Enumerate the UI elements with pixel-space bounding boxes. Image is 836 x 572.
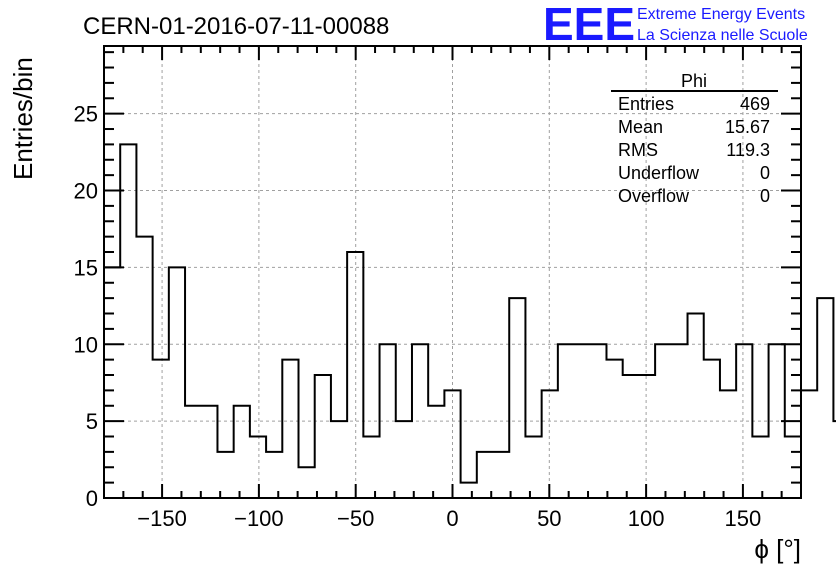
y-tick-label: 0 <box>86 486 98 511</box>
x-tick-label: 50 <box>537 506 561 531</box>
y-tick-label: 5 <box>86 409 98 434</box>
logo-mark: EEE <box>543 0 635 50</box>
histogram-bin-1 <box>120 144 136 498</box>
histogram-bin-16 <box>363 437 379 498</box>
histogram-bin-34 <box>655 344 671 498</box>
histogram-bin-36 <box>688 314 704 498</box>
stats-row-label: Mean <box>618 117 663 137</box>
histogram-bin-11 <box>282 360 298 498</box>
y-tick-labels: 0 5 10 15 20 25 <box>74 102 98 511</box>
y-tick-label: 15 <box>74 255 98 280</box>
histogram-bin-14 <box>331 421 347 498</box>
histogram-bin-29 <box>574 344 590 498</box>
histogram-bin-31 <box>606 360 622 498</box>
logo-line-1: Extreme Energy Events <box>637 6 805 23</box>
stats-row-value: 15.67 <box>725 117 770 137</box>
stats-row-label: Entries <box>618 94 674 114</box>
histogram-bin-26 <box>525 437 541 498</box>
chart-title: CERN-01-2016-07-11-00088 <box>83 13 389 40</box>
histogram-bin-13 <box>315 375 331 498</box>
histogram-bin-8 <box>234 406 250 498</box>
x-axis-title: ϕ [°] <box>754 534 801 564</box>
histogram-bin-37 <box>704 360 720 498</box>
stats-row-label: RMS <box>618 140 658 160</box>
y-tick-label: 10 <box>74 332 98 357</box>
histogram-bin-43 <box>801 390 817 498</box>
histogram-bin-28 <box>558 344 574 498</box>
logo: EEE Extreme Energy Events La Scienza nel… <box>543 0 808 50</box>
y-tick-label: 20 <box>74 179 98 204</box>
histogram-bin-20 <box>428 406 444 498</box>
histogram-bin-33 <box>639 375 655 498</box>
stats-row-value: 0 <box>760 186 770 206</box>
x-tick-label: −50 <box>337 506 374 531</box>
histogram-bin-32 <box>623 375 639 498</box>
histogram-bin-25 <box>509 298 525 498</box>
stats-row-value: 0 <box>760 163 770 183</box>
x-tick-label: −100 <box>234 506 284 531</box>
x-tick-label: 100 <box>628 506 665 531</box>
histogram-bin-3 <box>153 360 169 498</box>
histogram-bin-44 <box>817 298 833 498</box>
histogram-bin-0 <box>104 267 120 498</box>
stats-box: Phi Entries 469 Mean 15.67 RMS 119.3 Underflow… <box>611 71 778 206</box>
histogram-bin-2 <box>136 237 152 498</box>
stats-box-name: Phi <box>681 71 707 91</box>
axis-ticks <box>104 46 801 498</box>
x-tick-labels: −150 −100 −50 0 50 100 150 <box>137 506 761 531</box>
histogram-bin-19 <box>412 344 428 498</box>
stats-row-label: Underflow <box>618 163 700 183</box>
stats-row-label: Overflow <box>618 186 690 206</box>
histogram-bin-40 <box>752 437 768 498</box>
histogram-bin-18 <box>396 421 412 498</box>
histogram-bin-27 <box>542 390 558 498</box>
histogram-bin-15 <box>347 252 363 498</box>
histogram-bin-24 <box>493 452 509 498</box>
histogram-bin-35 <box>671 344 687 498</box>
histogram-bin-4 <box>169 267 185 498</box>
histogram-bin-21 <box>444 390 460 498</box>
histogram-bin-5 <box>185 406 201 498</box>
x-tick-label: 0 <box>446 506 458 531</box>
logo-line-2: La Scienza nelle Scuole <box>637 27 808 44</box>
histogram-bin-39 <box>736 344 752 498</box>
stats-row-value: 119.3 <box>726 140 770 160</box>
histogram-bin-17 <box>380 344 396 498</box>
histogram-bin-22 <box>461 483 477 498</box>
histogram-bin-12 <box>299 467 315 498</box>
x-tick-label: 150 <box>725 506 762 531</box>
histogram-bin-38 <box>720 390 736 498</box>
histogram-bin-6 <box>201 406 217 498</box>
histogram-bin-30 <box>590 344 606 498</box>
stats-row-value: 469 <box>740 94 770 114</box>
histogram-bin-10 <box>266 452 282 498</box>
x-tick-label: −150 <box>137 506 187 531</box>
grid-lines <box>104 46 801 498</box>
y-tick-label: 25 <box>74 102 98 127</box>
y-axis-title: Entries/bin <box>8 57 38 180</box>
